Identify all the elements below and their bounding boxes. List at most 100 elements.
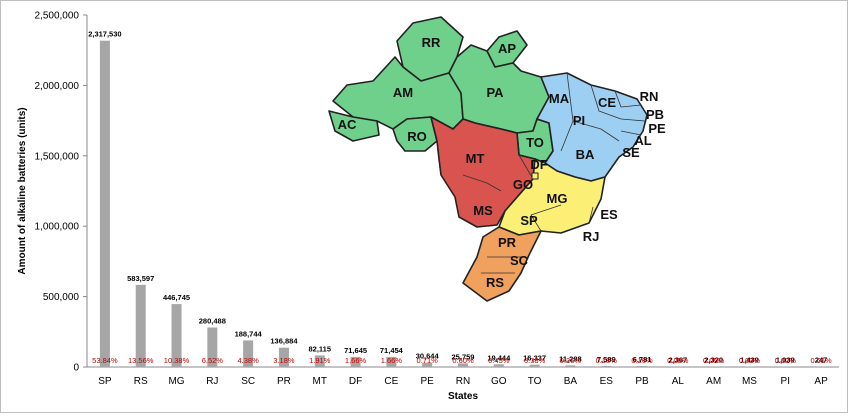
value-label-es: 7,589	[597, 355, 616, 364]
y-tick-label: 500,000	[43, 292, 80, 303]
bar-df	[350, 356, 361, 367]
x-tick-label-ce: CE	[384, 376, 398, 387]
percent-label-sp: 53.84%	[92, 356, 118, 365]
percent-label-mt: 1.91%	[309, 356, 331, 365]
map-state-label-pr: PR	[498, 235, 517, 250]
bar-es	[601, 365, 612, 367]
value-label-df: 71,645	[344, 346, 367, 355]
map-state-label-sp: SP	[520, 213, 538, 228]
value-label-ce: 71,454	[380, 346, 404, 355]
percent-label-pr: 3.18%	[273, 356, 295, 365]
y-tick-label: 1,000,000	[35, 222, 80, 233]
x-tick-label-mg: MG	[168, 376, 184, 387]
map-state-label-am: AM	[393, 85, 413, 100]
bar-mg	[171, 304, 182, 367]
y-tick-label: 0	[73, 363, 79, 374]
x-tick-label-pb: PB	[635, 376, 649, 387]
map-state-label-sc: SC	[510, 253, 529, 268]
value-label-ap: 247	[815, 355, 828, 364]
percent-label-pi: 0.02%	[775, 356, 797, 365]
brazil-map	[328, 16, 648, 302]
bar-al	[672, 366, 683, 367]
percent-label-al: 0.05%	[667, 356, 689, 365]
value-label-ba: 11,298	[559, 354, 582, 363]
bar-go	[493, 364, 504, 367]
map-state-label-ap: AP	[498, 41, 516, 56]
value-label-mt: 82,115	[308, 344, 331, 353]
map-state-label-to: TO	[526, 135, 544, 150]
x-tick-label-ms: MS	[742, 376, 757, 387]
x-tick-label-ap: AP	[814, 376, 828, 387]
map-state-label-ac: AC	[338, 117, 357, 132]
x-tick-label-df: DF	[349, 376, 362, 387]
x-tick-label-sc: SC	[241, 376, 255, 387]
map-state-label-se: SE	[622, 145, 640, 160]
map-state-label-pi: PI	[573, 113, 585, 128]
value-label-sp: 2,317,530	[88, 30, 121, 39]
map-state-label-rr: RR	[422, 35, 441, 50]
bar-sp	[99, 40, 110, 368]
bar-ba	[565, 365, 576, 367]
percent-label-pb: 0.16%	[631, 356, 653, 365]
map-state-label-go: GO	[513, 177, 533, 192]
x-tick-label-rn: RN	[456, 376, 470, 387]
value-label-ms: 1,439	[740, 355, 759, 364]
percent-label-ba: 0.26%	[560, 356, 582, 365]
bar-ap	[816, 366, 827, 367]
map-state-label-ce: CE	[598, 95, 616, 110]
percent-label-to: 0.38%	[524, 356, 546, 365]
map-state-label-rs: RS	[486, 275, 504, 290]
map-state-label-pa: PA	[486, 85, 504, 100]
value-label-mg: 446,745	[163, 293, 190, 302]
percent-label-rn: 0.60%	[452, 356, 474, 365]
map-state-label-pb: PB	[646, 107, 664, 122]
map-state-label-es: ES	[600, 207, 618, 222]
percent-label-ms: 0.03%	[739, 356, 761, 365]
bar-pb	[637, 366, 648, 367]
bar-rn	[458, 363, 468, 367]
map-state-label-rj: RJ	[583, 229, 600, 244]
bar-pi	[780, 366, 791, 367]
percent-label-pe: 0.71%	[417, 356, 439, 365]
x-tick-label-pr: PR	[277, 376, 291, 387]
region-southeast	[498, 158, 606, 236]
x-tick-label-sp: SP	[98, 376, 112, 387]
map-state-label-ma: MA	[549, 91, 570, 106]
value-label-pi: 1,039	[776, 355, 795, 364]
value-label-al: 2,367	[668, 355, 687, 364]
percent-label-ce: 1.66%	[381, 356, 403, 365]
bar-sc	[243, 340, 254, 367]
value-label-go: 19,444	[487, 353, 511, 362]
x-tick-label-go: GO	[491, 376, 507, 387]
bar-ms	[744, 366, 755, 367]
x-tick-label-to: TO	[528, 376, 542, 387]
df-marker	[531, 172, 539, 180]
value-label-pe: 30,644	[416, 352, 440, 361]
value-label-rs: 583,597	[127, 274, 154, 283]
y-axis-ticks: 0 500,000 1,000,000 1,500,000 2,000,000 2,500…	[35, 11, 87, 374]
percent-label-rs: 13.56%	[128, 356, 154, 365]
value-label-to: 16,337	[523, 354, 546, 363]
region-north-ro	[392, 116, 438, 152]
bar-to	[529, 364, 540, 367]
y-tick-label: 2,000,000	[35, 81, 80, 92]
x-tick-label-mt: MT	[313, 376, 327, 387]
map-state-label-rn: RN	[640, 89, 659, 104]
bar-labels: 2,317,530 53.84% SP 583,597 13.56% RS 446,745 1…	[88, 30, 832, 387]
percent-label-am: 0.05%	[703, 356, 725, 365]
bar-mt	[314, 355, 325, 367]
x-tick-label-al: AL	[672, 376, 685, 387]
map-state-label-al: AL	[634, 133, 651, 148]
value-label-rj: 280,488	[199, 317, 226, 326]
bar-am	[708, 366, 719, 367]
x-tick-label-ba: BA	[564, 376, 578, 387]
percent-label-es: 0.18%	[596, 356, 618, 365]
y-tick-label: 2,500,000	[35, 11, 80, 22]
x-tick-label-am: AM	[706, 376, 721, 387]
x-axis-title: States	[448, 391, 478, 402]
x-tick-label-pe: PE	[421, 376, 435, 387]
x-tick-label-rj: RJ	[206, 376, 218, 387]
value-label-am: 2,320	[704, 355, 723, 364]
